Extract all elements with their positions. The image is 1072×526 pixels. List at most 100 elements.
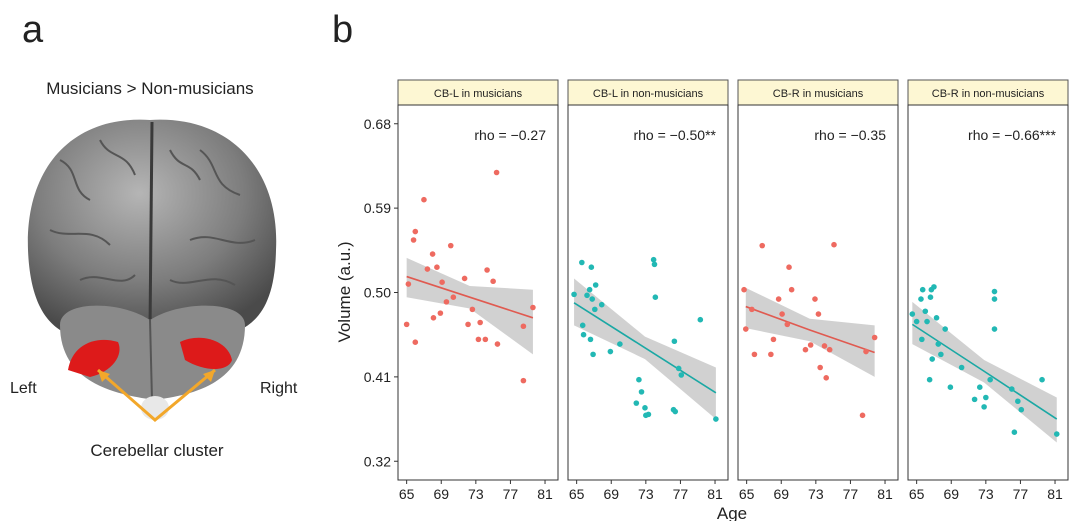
x-tick-label: 77 — [503, 486, 519, 502]
point — [430, 315, 437, 321]
point — [493, 169, 500, 176]
point — [929, 356, 936, 362]
fit-line — [406, 275, 534, 319]
x-tick-label: 73 — [638, 486, 654, 502]
x-tick-label: 77 — [1013, 486, 1029, 502]
point — [947, 384, 954, 390]
point — [652, 294, 659, 300]
strip — [397, 79, 559, 106]
brain-label: Left — [10, 380, 37, 397]
x-tick-label: 77 — [673, 486, 689, 502]
point — [494, 341, 501, 347]
point — [713, 416, 719, 422]
point — [412, 228, 419, 235]
x-tick-label: 81 — [1047, 486, 1063, 502]
point — [651, 261, 658, 268]
point — [823, 375, 830, 381]
x-tick-label: 69 — [603, 486, 619, 502]
point — [768, 351, 774, 358]
point — [437, 310, 444, 316]
x-tick-label: 65 — [399, 486, 415, 502]
point — [584, 292, 590, 299]
point — [636, 376, 642, 383]
point — [935, 341, 942, 347]
confidence-band — [745, 287, 875, 377]
facet-title: CB-L in musicians — [434, 88, 523, 100]
point — [642, 405, 648, 411]
panel-title: Musicians > Non-musicians — [46, 79, 253, 98]
point — [927, 294, 934, 300]
point — [863, 348, 869, 355]
annotation: rho = −0.66*** — [968, 127, 1057, 143]
point — [926, 376, 933, 383]
point — [1018, 406, 1025, 413]
point — [405, 281, 412, 287]
panel-label: a — [22, 9, 44, 51]
point — [909, 311, 916, 317]
point — [987, 376, 993, 383]
point — [579, 322, 586, 329]
point — [588, 264, 595, 270]
point — [1053, 431, 1060, 437]
point — [650, 256, 657, 263]
point — [770, 336, 777, 343]
point — [520, 377, 527, 384]
point — [779, 311, 785, 317]
point — [475, 336, 482, 343]
brain-illustration — [27, 119, 277, 422]
x-tick-label: 81 — [707, 486, 723, 502]
plot-area — [737, 104, 899, 481]
strip — [907, 79, 1069, 106]
point — [482, 336, 489, 343]
point — [1039, 376, 1045, 383]
panel-label: b — [332, 9, 353, 51]
point — [1011, 429, 1018, 435]
point — [817, 364, 823, 371]
y-axis-label: Volume (a.u.) — [335, 241, 354, 342]
annotation: rho = −0.50** — [633, 127, 716, 143]
facet-title: CB-L in non-musicians — [593, 88, 704, 100]
point — [589, 296, 596, 302]
plot-area — [567, 104, 729, 481]
annotation: rho = −0.27 — [474, 127, 546, 143]
strip — [737, 79, 899, 106]
point — [976, 384, 983, 390]
point — [645, 411, 652, 418]
point — [821, 343, 828, 349]
point — [598, 301, 605, 308]
point — [592, 282, 599, 288]
point — [971, 396, 978, 403]
point — [450, 294, 457, 300]
x-tick-label: 69 — [433, 486, 449, 502]
point — [786, 264, 792, 270]
x-tick-label: 73 — [978, 486, 994, 502]
point — [807, 342, 814, 348]
point — [983, 394, 989, 401]
point — [826, 346, 833, 353]
x-tick-label: 65 — [739, 486, 755, 502]
point — [443, 299, 450, 305]
point — [871, 334, 878, 341]
point — [859, 412, 866, 419]
point — [678, 372, 685, 378]
point — [429, 251, 436, 257]
point — [918, 296, 924, 302]
point — [775, 296, 782, 302]
annotation: rho = −0.35 — [814, 127, 886, 143]
point — [439, 279, 445, 285]
point — [580, 331, 587, 338]
y-tick-label: 0.41 — [364, 369, 391, 385]
point — [434, 264, 440, 270]
x-axis-label: Age — [717, 504, 747, 521]
point — [1008, 386, 1015, 392]
x-tick-label: 73 — [808, 486, 824, 502]
fit-line — [911, 323, 1058, 420]
point — [633, 400, 640, 406]
point — [447, 242, 454, 249]
point — [412, 339, 419, 345]
point — [831, 241, 837, 248]
point — [586, 286, 593, 293]
point — [587, 336, 594, 343]
brain-label: Right — [260, 380, 298, 397]
